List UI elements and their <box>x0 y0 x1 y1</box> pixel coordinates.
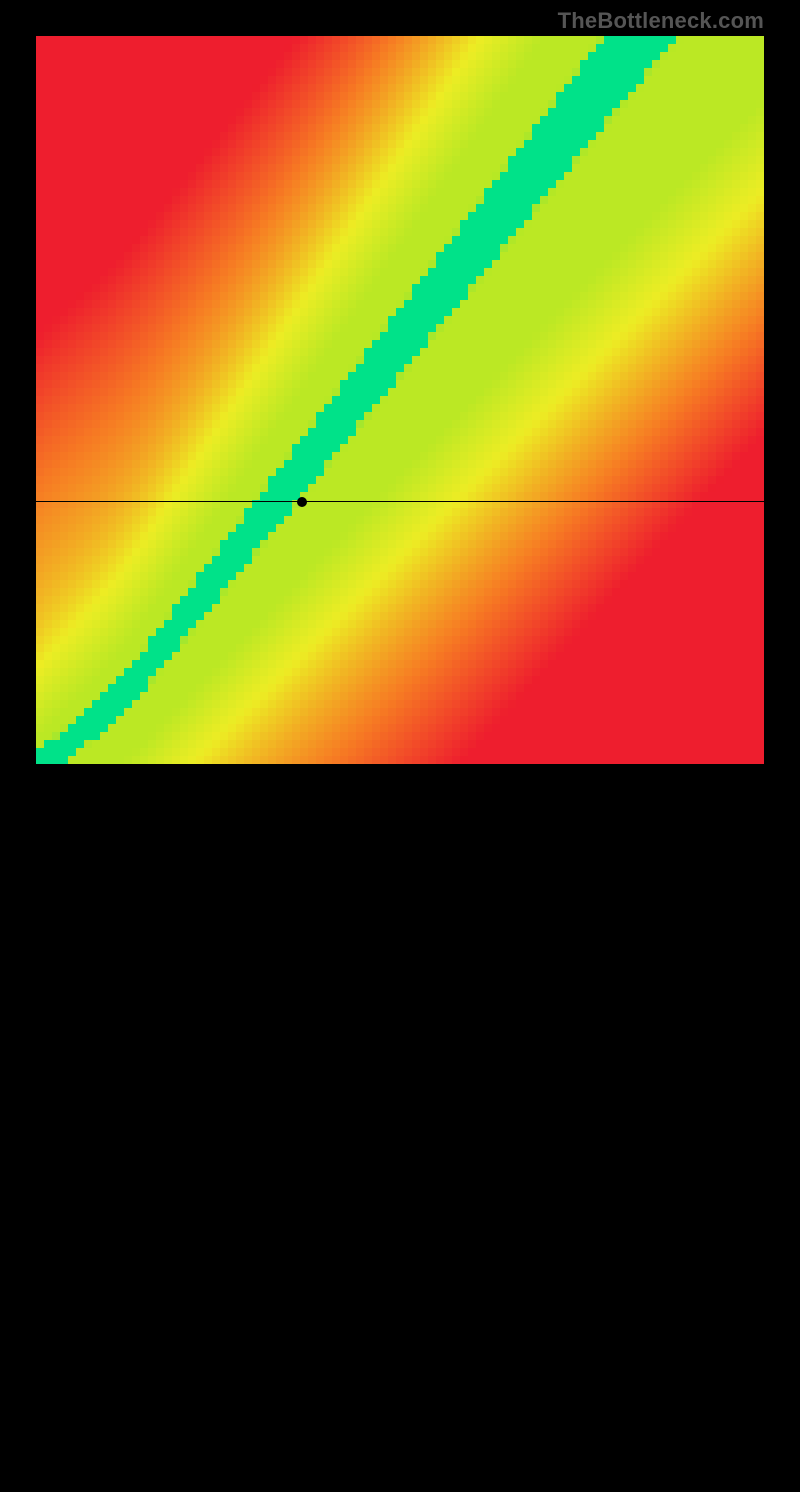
watermark-text: TheBottleneck.com <box>558 8 764 34</box>
heatmap-canvas <box>36 36 764 764</box>
crosshair-vertical <box>301 764 302 1492</box>
heatmap-plot <box>36 36 764 764</box>
crosshair-point <box>297 497 307 507</box>
crosshair-horizontal <box>36 501 764 502</box>
